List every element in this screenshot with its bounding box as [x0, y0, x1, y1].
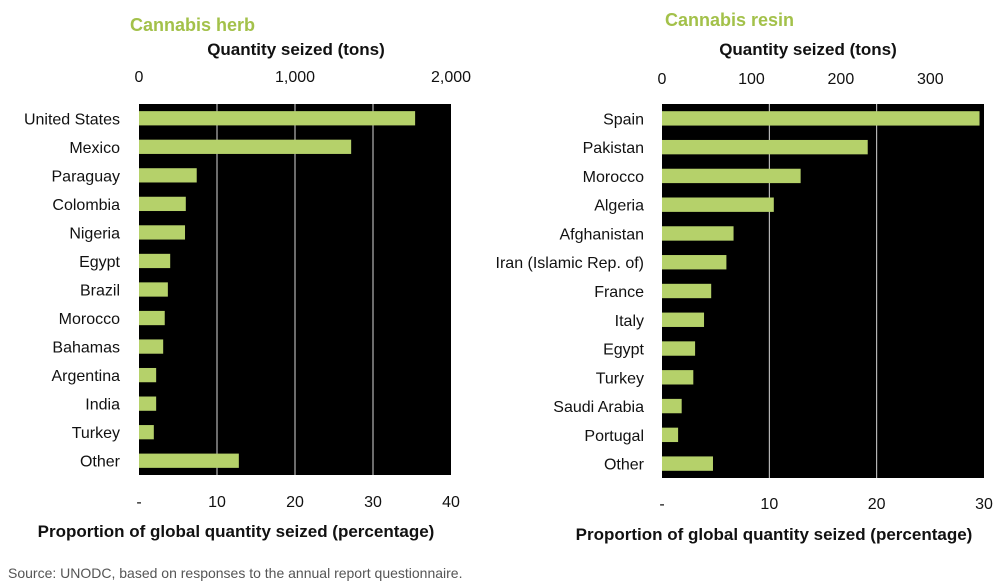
category-label: France: [594, 284, 644, 301]
bar-pakistan: [662, 139, 868, 155]
category-label: Saudi Arabia: [553, 399, 644, 416]
category-label: Portugal: [584, 428, 644, 445]
bar-spain: [662, 111, 980, 126]
category-label: Pakistan: [583, 140, 644, 157]
category-label: India: [85, 397, 120, 414]
category-label: Italy: [615, 313, 644, 330]
bar-saudi-arabia: [662, 398, 682, 414]
category-label: Colombia: [52, 197, 120, 214]
category-label: Afghanistan: [559, 226, 644, 243]
top-tick-label: 100: [738, 71, 765, 88]
category-label: United States: [24, 111, 120, 128]
bottom-tick-label: 10: [760, 496, 778, 513]
bar-colombia: [139, 196, 186, 212]
category-label: Morocco: [59, 311, 120, 328]
bottom-tick-label: 20: [868, 496, 886, 513]
bar-morocco: [662, 168, 801, 184]
top-tick-label: 300: [917, 71, 944, 88]
bar-brazil: [139, 282, 168, 297]
bottom-axis-title: Proportion of global quantity seized (pe…: [576, 525, 973, 544]
category-label: Mexico: [69, 140, 120, 157]
bar-bahamas: [139, 339, 164, 354]
bar-mexico: [139, 139, 352, 154]
cannabis-herb-chart: - 10 20 30 40 0 1,000 2,000 United States Mexico P…: [24, 15, 471, 541]
bar-other: [662, 456, 713, 471]
category-label: Turkey: [596, 370, 644, 387]
bar-iran-islamic-rep-of: [662, 255, 727, 270]
bar-india: [139, 396, 157, 411]
bar-afghanistan: [662, 226, 734, 241]
bar-italy: [662, 312, 705, 327]
top-tick-label: 0: [135, 69, 144, 86]
top-tick-label: 2,000: [431, 69, 471, 86]
category-label: Other: [604, 457, 645, 474]
bar-turkey: [139, 425, 154, 440]
bottom-tick-label: 40: [442, 494, 460, 511]
bar-other: [139, 453, 239, 468]
top-tick-label: 1,000: [275, 69, 315, 86]
bar-france: [662, 283, 712, 299]
bar-turkey: [662, 370, 694, 385]
top-axis-title: Quantity seized (tons): [719, 40, 897, 59]
chart-title: Cannabis resin: [665, 10, 794, 30]
category-label: Egypt: [603, 342, 644, 359]
bottom-axis-title: Proportion of global quantity seized (pe…: [38, 522, 435, 541]
bar-paraguay: [139, 168, 197, 183]
category-label: Paraguay: [52, 168, 121, 185]
category-label: Bahamas: [52, 340, 120, 357]
category-label: Turkey: [72, 425, 120, 442]
top-tick-label: 0: [658, 71, 667, 88]
category-label: Argentina: [52, 368, 121, 385]
bar-egypt: [662, 341, 696, 356]
bottom-tick-label: 30: [975, 496, 993, 513]
bar-argentina: [139, 367, 157, 383]
chart-title: Cannabis herb: [130, 15, 255, 35]
bottom-tick-label: -: [659, 496, 664, 513]
bar-united-states: [139, 111, 416, 126]
category-label: Egypt: [79, 254, 120, 271]
bottom-tick-label: 20: [286, 494, 304, 511]
category-label: Brazil: [80, 283, 120, 300]
source-note: Source: UNODC, based on responses to the…: [8, 565, 463, 581]
category-label: Morocco: [583, 169, 644, 186]
bar-egypt: [139, 253, 171, 269]
bottom-tick-label: 30: [364, 494, 382, 511]
category-label: Nigeria: [69, 225, 120, 242]
plot-area: [662, 104, 984, 478]
top-axis-title: Quantity seized (tons): [207, 40, 385, 59]
category-label: Iran (Islamic Rep. of): [496, 255, 644, 272]
category-label: Other: [80, 454, 121, 471]
top-tick-label: 200: [828, 71, 855, 88]
bar-morocco: [139, 310, 165, 326]
bottom-tick-label: -: [136, 494, 141, 511]
bar-algeria: [662, 197, 774, 212]
cannabis-resin-chart: -10 20 300 100 200 300SpainPakistanMoroccoAlg…: [496, 10, 993, 544]
category-label: Algeria: [594, 198, 644, 215]
bar-portugal: [662, 427, 679, 443]
category-label: Spain: [603, 111, 644, 128]
bar-nigeria: [139, 225, 186, 240]
bottom-tick-label: 10: [208, 494, 226, 511]
